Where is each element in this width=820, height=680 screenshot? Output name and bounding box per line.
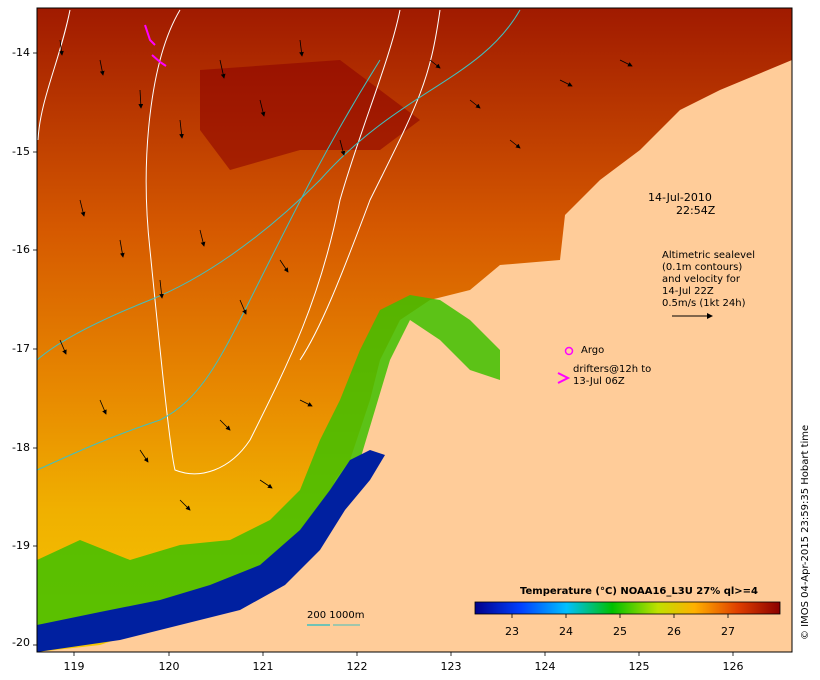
y-tick-label: -19 — [12, 539, 30, 552]
drifter-symbol — [557, 372, 571, 384]
imos-credit: © IMOS 04-Apr-2015 23:59:35 Hobart time — [800, 424, 811, 640]
x-tick-label: 123 — [440, 660, 462, 673]
x-tick-label: 125 — [628, 660, 650, 673]
drifters-label-line: 13-Jul 06Z — [573, 376, 625, 387]
x-tick-label: 121 — [252, 660, 274, 673]
altimetry-legend-line: 0.5m/s (1kt 24h) — [662, 298, 746, 309]
altimetry-legend-line: Altimetric sealevel — [662, 250, 755, 261]
argo-symbol — [564, 346, 574, 356]
map-time: 22:54Z — [676, 204, 716, 217]
x-tick-label: 119 — [63, 660, 85, 673]
x-tick-label: 120 — [158, 660, 180, 673]
x-tick-label: 126 — [722, 660, 744, 673]
x-tick-label: 124 — [534, 660, 556, 673]
velocity-field — [59, 39, 633, 511]
bathy-contour — [36, 59, 381, 471]
map-date: 14-Jul-2010 — [648, 191, 712, 204]
bathy-contour — [36, 9, 521, 361]
altimetry-legend-line: (0.1m contours) — [662, 262, 743, 273]
y-tick-label: -16 — [12, 243, 30, 256]
colorbar-title: Temperature (°C) NOAA16_L3U 27% ql>=4 — [520, 586, 759, 597]
sealevel-contour — [299, 9, 441, 361]
colorbar-tick-label: 26 — [667, 625, 681, 638]
y-tick-label: -17 — [12, 342, 30, 355]
sea-area — [37, 8, 792, 652]
colorbar-tick-label: 23 — [505, 625, 519, 638]
axis-ticks — [33, 52, 734, 656]
y-tick-label: -15 — [12, 145, 30, 158]
y-tick-label: -20 — [12, 636, 30, 649]
colorbar-tick-label: 27 — [721, 625, 735, 638]
bathy-label: 200 1000m — [307, 610, 365, 621]
colorbar-tick-label: 25 — [613, 625, 627, 638]
x-tick-label: 122 — [346, 660, 368, 673]
warm-patch — [200, 60, 420, 170]
drifter-track — [144, 24, 167, 67]
sealevel-contour — [37, 9, 71, 141]
drifters-label-line: drifters@12h to — [573, 364, 652, 375]
y-tick-label: -18 — [12, 441, 30, 454]
altimetry-legend-line: and velocity for — [662, 274, 741, 285]
colorbar-ticks — [511, 614, 729, 618]
y-tick-label: -14 — [12, 46, 30, 59]
colorbar-tick-label: 24 — [559, 625, 573, 638]
altimetry-legend-line: 14-Jul 22Z — [662, 286, 714, 297]
cool-coastal-band — [37, 295, 500, 650]
argo-label: Argo — [581, 345, 605, 356]
map-border — [36, 7, 793, 653]
sealevel-contour — [145, 9, 401, 475]
colorbar-bar — [474, 601, 781, 615]
cold-coastal-band — [37, 450, 385, 652]
